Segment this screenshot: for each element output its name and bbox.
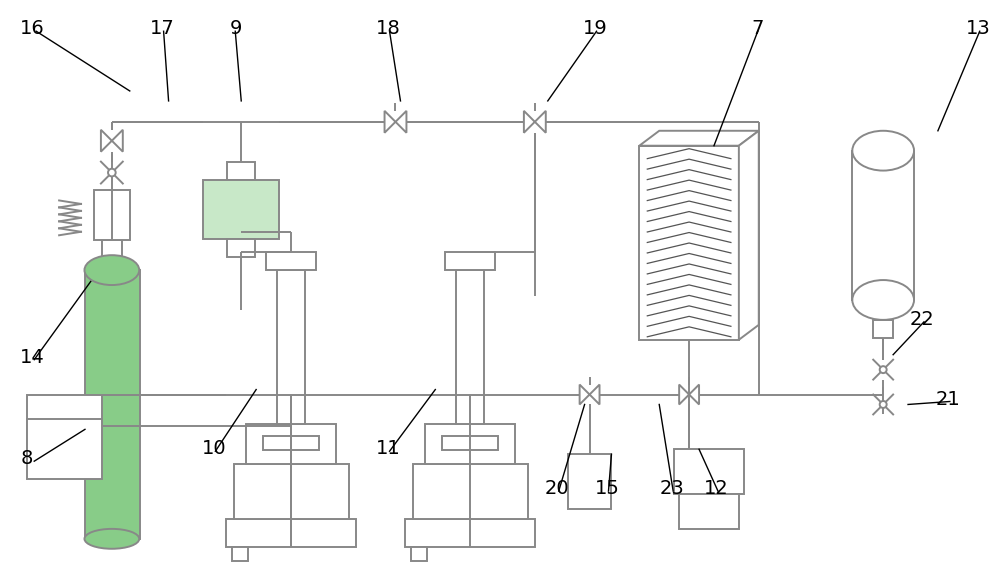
Text: 10: 10 (201, 439, 226, 458)
Bar (674, 449, 744, 494)
Bar (639, 146, 739, 340)
Polygon shape (689, 384, 699, 404)
Bar (246, 424, 336, 464)
Bar (203, 180, 279, 239)
Bar (411, 547, 427, 560)
Polygon shape (101, 130, 112, 152)
Bar (232, 547, 248, 560)
Bar (234, 464, 349, 519)
Text: 23: 23 (659, 479, 684, 498)
Polygon shape (524, 111, 535, 133)
Polygon shape (639, 131, 759, 146)
Bar (413, 464, 528, 519)
Bar (85, 270, 140, 539)
Bar (94, 191, 130, 240)
Text: 13: 13 (966, 19, 991, 38)
Bar (425, 424, 515, 464)
Polygon shape (739, 131, 759, 340)
Bar (568, 454, 611, 509)
Bar (456, 270, 484, 424)
Text: 19: 19 (583, 19, 607, 38)
Bar (277, 270, 305, 424)
Bar (226, 519, 356, 547)
Text: 9: 9 (229, 19, 242, 38)
Polygon shape (112, 130, 123, 152)
Bar (442, 436, 498, 450)
Bar (405, 519, 535, 547)
Ellipse shape (852, 131, 914, 171)
Polygon shape (679, 384, 689, 404)
Bar (27, 419, 102, 479)
Text: 7: 7 (752, 19, 764, 38)
Text: 8: 8 (20, 449, 33, 468)
Text: 18: 18 (376, 19, 400, 38)
Bar (852, 151, 914, 300)
Polygon shape (590, 384, 600, 404)
Bar (227, 239, 255, 257)
Ellipse shape (84, 255, 139, 285)
Text: 22: 22 (910, 310, 935, 329)
Circle shape (880, 366, 887, 373)
Bar (266, 252, 316, 270)
Bar (27, 394, 102, 459)
Ellipse shape (852, 280, 914, 320)
Text: 14: 14 (20, 347, 45, 367)
Circle shape (108, 168, 116, 177)
Bar (227, 161, 255, 180)
Text: 20: 20 (545, 479, 569, 498)
Text: 15: 15 (595, 479, 619, 498)
Polygon shape (385, 111, 395, 133)
Bar (102, 240, 122, 270)
Circle shape (880, 401, 887, 408)
Text: 12: 12 (704, 479, 729, 498)
Text: 11: 11 (376, 439, 400, 458)
Bar (263, 436, 319, 450)
Bar (873, 320, 893, 338)
Ellipse shape (84, 529, 139, 549)
Bar (679, 494, 739, 529)
Polygon shape (580, 384, 590, 404)
Polygon shape (535, 111, 546, 133)
Text: 21: 21 (936, 390, 961, 408)
Text: 16: 16 (20, 19, 45, 38)
Text: 17: 17 (150, 19, 174, 38)
Bar (445, 252, 495, 270)
Polygon shape (395, 111, 406, 133)
